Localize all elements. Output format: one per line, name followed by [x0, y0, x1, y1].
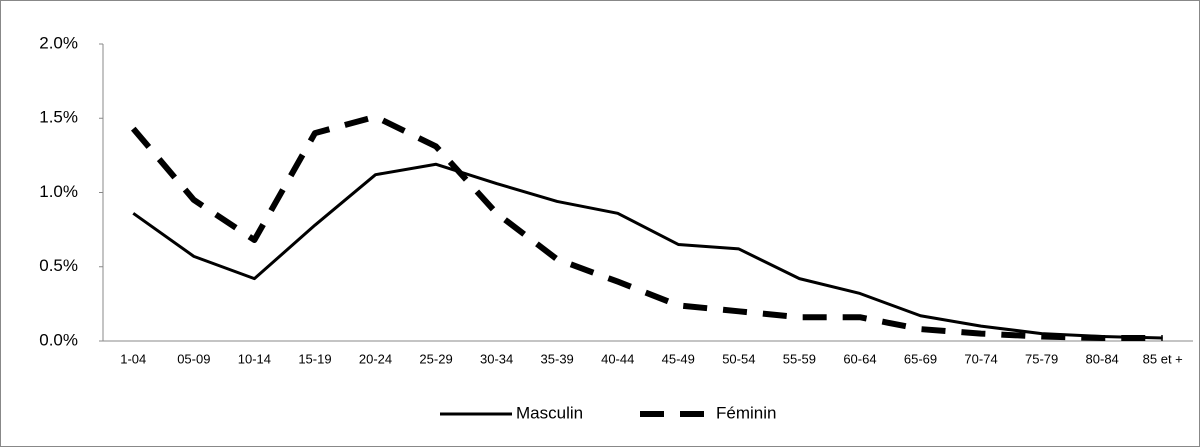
legend-label: Féminin — [716, 403, 776, 422]
data-line — [132, 162, 1163, 340]
x-tick-label: 75-79 — [1025, 351, 1058, 366]
x-tick-label: 15-19 — [298, 351, 331, 366]
x-tick-label: 20-24 — [359, 351, 392, 366]
x-tick-label: 05-09 — [177, 351, 210, 366]
x-tick-label: 85 et + — [1143, 351, 1183, 366]
x-tick-label: 65-69 — [904, 351, 937, 366]
x-tick-label: 60-64 — [843, 351, 876, 366]
x-tick-label: 25-29 — [419, 351, 452, 366]
x-tick-label: 50-54 — [722, 351, 755, 366]
y-tick-label: 0.0% — [39, 330, 78, 349]
x-tick-label: 70-74 — [964, 351, 997, 366]
y-tick-label: 1.0% — [39, 182, 78, 201]
x-tick-label: 35-39 — [541, 351, 574, 366]
y-tick-label: 0.5% — [39, 256, 78, 275]
x-tick-label: 30-34 — [480, 351, 513, 366]
x-tick-label: 45-49 — [662, 351, 695, 366]
data-line — [130, 113, 1163, 342]
x-tick-label: 40-44 — [601, 351, 634, 366]
y-tick-label: 2.0% — [39, 33, 78, 52]
x-tick-label: 55-59 — [783, 351, 816, 366]
x-tick-label: 1-04 — [120, 351, 146, 366]
x-tick-label: 10-14 — [238, 351, 271, 366]
x-tick-label: 80-84 — [1086, 351, 1119, 366]
y-tick-label: 1.5% — [39, 108, 78, 127]
legend-label: Masculin — [516, 403, 583, 422]
